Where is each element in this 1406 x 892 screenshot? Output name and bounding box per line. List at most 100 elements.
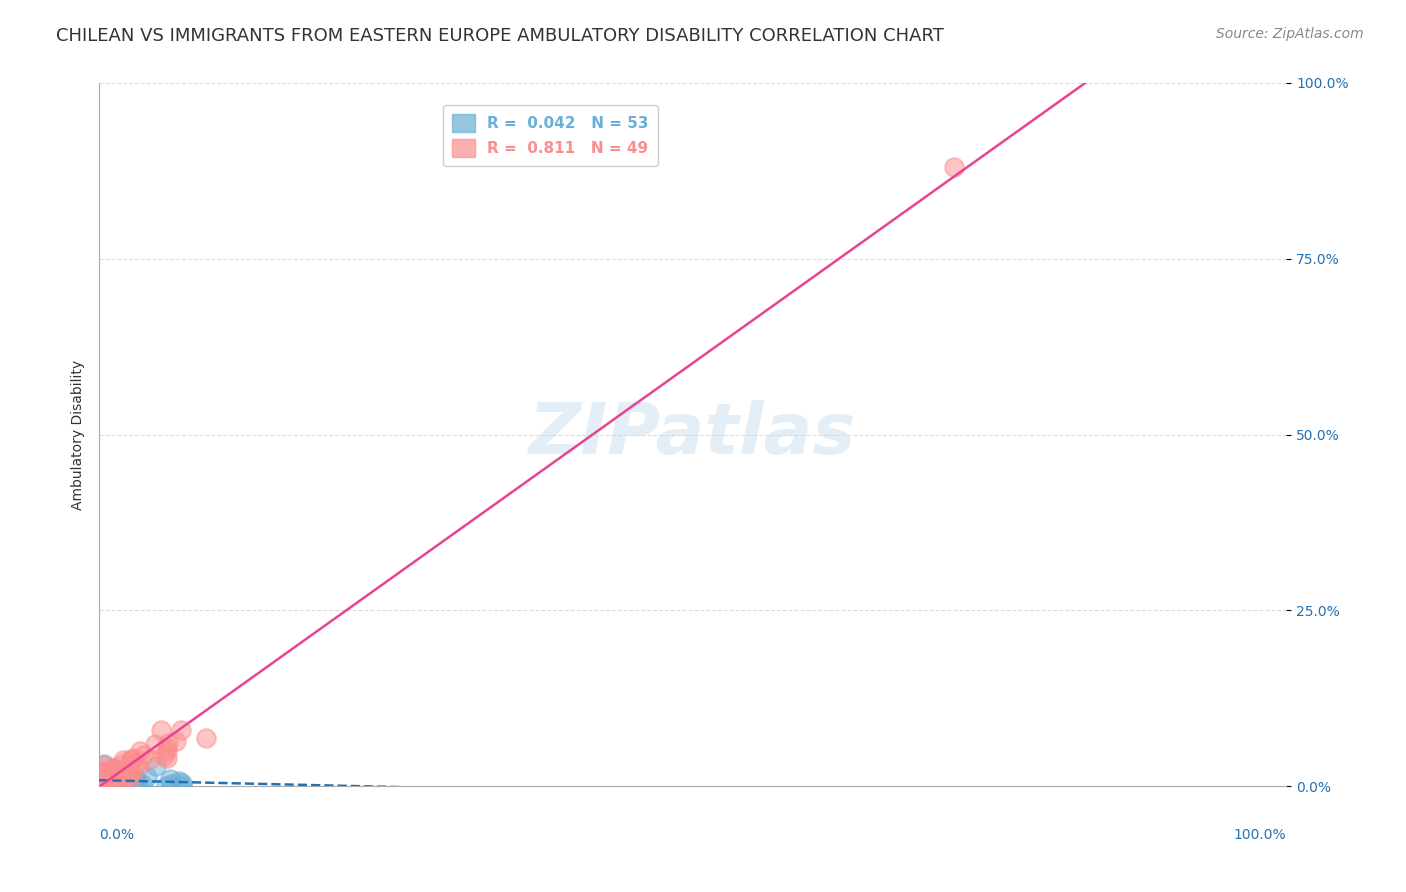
Immigrants from Eastern Europe	[89, 766, 111, 780]
Chileans	[135, 771, 157, 785]
Chileans	[159, 772, 181, 786]
Chileans	[110, 779, 132, 793]
Immigrants from Eastern Europe	[111, 753, 134, 767]
Chileans	[110, 773, 132, 788]
Chileans	[96, 775, 118, 789]
Immigrants from Eastern Europe	[122, 751, 145, 765]
Chileans	[101, 779, 124, 793]
Immigrants from Eastern Europe	[127, 760, 149, 774]
Immigrants from Eastern Europe	[143, 738, 166, 752]
Chileans	[105, 776, 128, 790]
Immigrants from Eastern Europe	[97, 779, 120, 793]
Text: Source: ZipAtlas.com: Source: ZipAtlas.com	[1216, 27, 1364, 41]
Chileans	[93, 773, 115, 788]
Immigrants from Eastern Europe	[90, 769, 112, 783]
Immigrants from Eastern Europe	[156, 744, 179, 758]
Chileans	[120, 779, 142, 793]
Chileans	[110, 778, 132, 792]
Immigrants from Eastern Europe	[170, 723, 193, 738]
Y-axis label: Ambulatory Disability: Ambulatory Disability	[72, 359, 86, 509]
Chileans	[105, 778, 128, 792]
Immigrants from Eastern Europe	[91, 764, 114, 778]
Chileans	[124, 772, 146, 787]
Immigrants from Eastern Europe	[138, 752, 160, 766]
Immigrants from Eastern Europe	[100, 763, 122, 777]
Immigrants from Eastern Europe	[156, 751, 179, 765]
Chileans	[91, 772, 114, 786]
Chileans	[117, 767, 139, 781]
Immigrants from Eastern Europe	[120, 752, 142, 766]
Legend: R =  0.042   N = 53, R =  0.811   N = 49: R = 0.042 N = 53, R = 0.811 N = 49	[443, 104, 658, 167]
Immigrants from Eastern Europe	[96, 772, 118, 786]
Chileans	[96, 779, 118, 793]
Chileans	[94, 779, 117, 793]
Immigrants from Eastern Europe	[120, 765, 142, 780]
Chileans	[105, 774, 128, 789]
Chileans	[172, 776, 194, 790]
Immigrants from Eastern Europe	[100, 772, 122, 786]
Chileans	[89, 774, 111, 789]
Chileans	[167, 774, 190, 789]
Immigrants from Eastern Europe	[96, 769, 118, 783]
Chileans	[91, 768, 114, 782]
Immigrants from Eastern Europe	[93, 758, 115, 772]
Chileans	[93, 757, 115, 772]
Chileans	[107, 779, 129, 793]
Immigrants from Eastern Europe	[97, 771, 120, 785]
Immigrants from Eastern Europe	[112, 772, 135, 787]
Chileans	[96, 777, 118, 791]
Text: ZIPatlas: ZIPatlas	[529, 400, 856, 469]
Chileans	[91, 764, 114, 779]
Chileans	[97, 774, 120, 789]
Immigrants from Eastern Europe	[112, 762, 135, 776]
Text: 100.0%: 100.0%	[1234, 829, 1286, 842]
Chileans	[115, 769, 138, 783]
Chileans	[89, 770, 111, 784]
Immigrants from Eastern Europe	[89, 766, 111, 780]
Chileans	[93, 772, 115, 787]
Chileans	[93, 772, 115, 787]
Immigrants from Eastern Europe	[120, 772, 142, 786]
Chileans	[104, 779, 127, 793]
Chileans	[90, 769, 112, 783]
Chileans	[93, 772, 115, 787]
Chileans	[90, 778, 112, 792]
Immigrants from Eastern Europe	[91, 772, 114, 787]
Immigrants from Eastern Europe	[156, 736, 179, 750]
Chileans	[97, 773, 120, 788]
Text: CHILEAN VS IMMIGRANTS FROM EASTERN EUROPE AMBULATORY DISABILITY CORRELATION CHAR: CHILEAN VS IMMIGRANTS FROM EASTERN EUROP…	[56, 27, 943, 45]
Immigrants from Eastern Europe	[91, 773, 114, 788]
Immigrants from Eastern Europe	[120, 753, 142, 767]
Chileans	[101, 779, 124, 793]
Immigrants from Eastern Europe	[120, 761, 142, 775]
Text: 0.0%: 0.0%	[100, 829, 134, 842]
Chileans	[127, 779, 149, 793]
Immigrants from Eastern Europe	[943, 161, 966, 175]
Immigrants from Eastern Europe	[132, 747, 155, 762]
Immigrants from Eastern Europe	[100, 763, 122, 777]
Immigrants from Eastern Europe	[150, 723, 173, 737]
Chileans	[170, 779, 193, 793]
Immigrants from Eastern Europe	[115, 769, 138, 783]
Chileans	[90, 776, 112, 790]
Immigrants from Eastern Europe	[118, 765, 141, 780]
Immigrants from Eastern Europe	[153, 748, 176, 763]
Chileans	[103, 761, 125, 775]
Immigrants from Eastern Europe	[93, 779, 115, 793]
Chileans	[98, 764, 121, 778]
Chileans	[145, 758, 167, 772]
Immigrants from Eastern Europe	[96, 770, 118, 784]
Chileans	[124, 771, 146, 785]
Immigrants from Eastern Europe	[156, 741, 179, 756]
Immigrants from Eastern Europe	[101, 761, 124, 775]
Chileans	[91, 779, 114, 793]
Immigrants from Eastern Europe	[165, 734, 187, 748]
Immigrants from Eastern Europe	[91, 775, 114, 789]
Immigrants from Eastern Europe	[110, 756, 132, 771]
Chileans	[155, 779, 177, 793]
Immigrants from Eastern Europe	[93, 766, 115, 780]
Chileans	[110, 773, 132, 788]
Chileans	[110, 776, 132, 790]
Immigrants from Eastern Europe	[96, 772, 118, 786]
Immigrants from Eastern Europe	[118, 760, 141, 774]
